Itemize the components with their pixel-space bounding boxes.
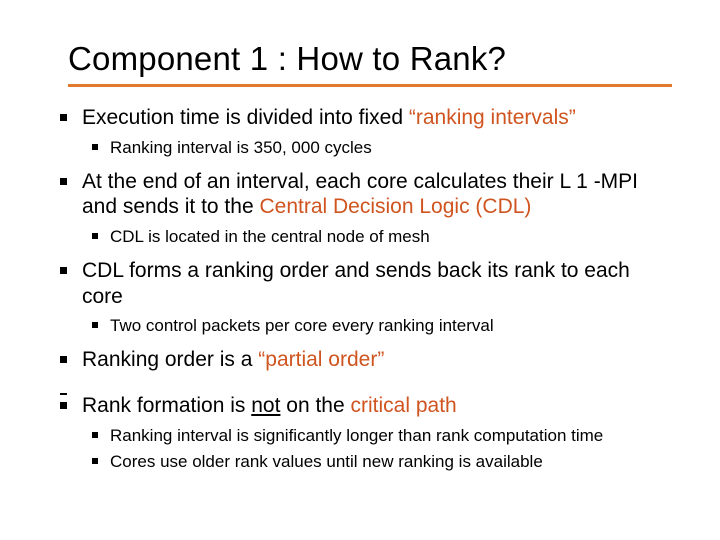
accent-text: “partial order” [258,348,384,371]
bullet-item: Execution time is divided into fixed “ra… [58,105,672,159]
bullet-item: Rank formation is not on the critical pa… [58,393,672,473]
text-run: CDL forms a ranking order and sends back… [82,259,630,308]
text-run: Ranking interval is significantly longer… [110,426,603,445]
accent-text: “ranking intervals” [409,106,576,129]
text-run: Ranking order is a [82,348,258,371]
sub-list: Ranking interval is 350, 000 cycles [90,137,672,159]
text-run: CDL is located in the central node of me… [110,227,430,246]
sub-bullet-item: CDL is located in the central node of me… [90,226,672,248]
accent-text: Central Decision Logic (CDL) [259,195,531,218]
sub-bullet-item: Ranking interval is 350, 000 cycles [90,137,672,159]
underline-text: not [251,394,280,417]
bullet-item: Ranking order is a “partial order” [58,347,672,373]
sub-list: CDL is located in the central node of me… [90,226,672,248]
sub-bullet-item: Ranking interval is significantly longer… [90,425,672,447]
sub-list: Ranking interval is significantly longer… [90,425,672,473]
text-run: Two control packets per core every ranki… [110,316,494,335]
bullet-item: At the end of an interval, each core cal… [58,169,672,248]
bullet-list: Execution time is divided into fixed “ra… [58,105,672,473]
slide-title: Component 1 : How to Rank? [68,40,672,78]
text-run: on the [280,394,350,417]
bullet-item: CDL forms a ranking order and sends back… [58,258,672,337]
spacer [58,379,672,393]
text-run: Ranking interval is 350, 000 cycles [110,138,372,157]
slide: Component 1 : How to Rank? Execution tim… [0,0,720,540]
text-run: Rank formation is [82,394,251,417]
spacer-cover [58,379,70,393]
sub-bullet-item: Two control packets per core every ranki… [90,315,672,337]
accent-text: critical path [351,394,457,417]
text-run: Execution time is divided into fixed [82,106,409,129]
sub-bullet-item: Cores use older rank values until new ra… [90,451,672,473]
title-rule: Component 1 : How to Rank? [68,40,672,87]
text-run: Cores use older rank values until new ra… [110,452,543,471]
sub-list: Two control packets per core every ranki… [90,315,672,337]
